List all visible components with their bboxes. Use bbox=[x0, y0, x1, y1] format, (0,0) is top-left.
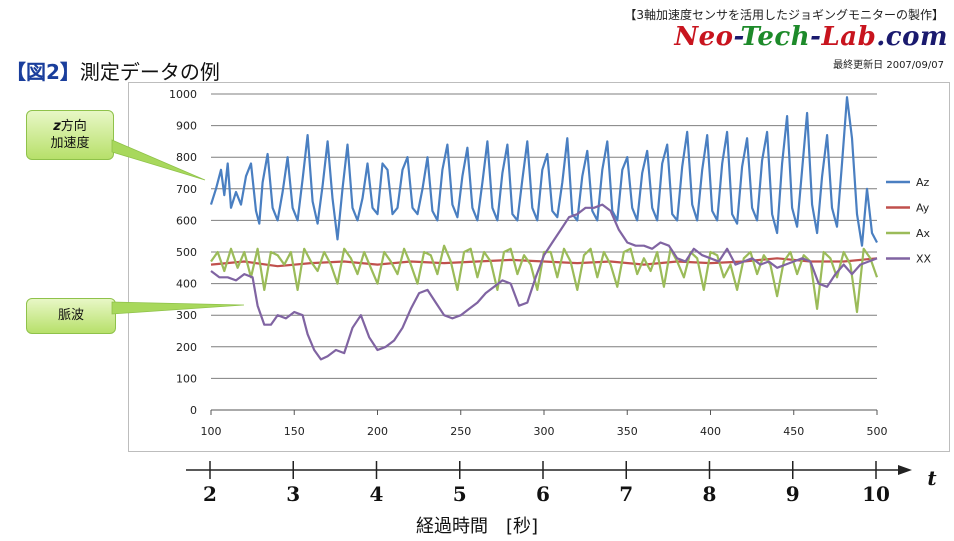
y-tick-label: 100 bbox=[176, 372, 197, 385]
callout-z-acceleration-line1: z方向 bbox=[27, 118, 113, 135]
y-tick-label: 900 bbox=[176, 120, 197, 133]
time-tick-label: 4 bbox=[370, 482, 384, 506]
elapsed-time-title: 経過時間 [秒] bbox=[415, 516, 539, 537]
figure-tag: 【図2】 bbox=[6, 60, 80, 84]
y-tick-label: 300 bbox=[176, 309, 197, 322]
legend-label-Az: Az bbox=[916, 176, 930, 189]
x-tick-label: 100 bbox=[201, 425, 222, 438]
last-updated: 最終更新日 2007/09/07 bbox=[833, 60, 944, 71]
x-tick-label: 250 bbox=[450, 425, 471, 438]
callout-z-symbol: z bbox=[53, 119, 61, 134]
legend-label-XX: XX bbox=[916, 253, 932, 266]
callout-z-direction: 方向 bbox=[60, 119, 87, 134]
elapsed-time-axis: 2 3 4 5 6 7 8 9 10 t bbox=[186, 461, 937, 506]
x-tick-label: 400 bbox=[700, 425, 721, 438]
y-tick-label: 700 bbox=[176, 183, 197, 196]
time-tick-label: 9 bbox=[786, 482, 800, 506]
time-tick-label: 2 bbox=[203, 482, 217, 506]
x-tick-label: 500 bbox=[867, 425, 888, 438]
y-tick-label: 200 bbox=[176, 341, 197, 354]
callout-z-acceleration-line2: 加速度 bbox=[50, 136, 90, 151]
y-tick-label: 0 bbox=[190, 404, 197, 417]
x-tick-label: 300 bbox=[534, 425, 555, 438]
legend-label-Ax: Ax bbox=[916, 227, 931, 240]
series-line-XX bbox=[210, 203, 878, 361]
y-tick-label: 600 bbox=[176, 214, 197, 227]
time-tick-label: 10 bbox=[862, 482, 890, 506]
figure-title-text: 測定データの例 bbox=[79, 60, 220, 84]
site-logo-tech: Tech bbox=[740, 22, 811, 52]
x-tick-label: 150 bbox=[284, 425, 305, 438]
time-tick-label: 5 bbox=[453, 482, 467, 506]
site-logo-com: .com bbox=[876, 22, 948, 52]
time-tick-label: 6 bbox=[536, 482, 550, 506]
x-tick-label: 450 bbox=[783, 425, 804, 438]
site-logo-neo: Neo bbox=[674, 22, 734, 52]
time-tick-label: 7 bbox=[619, 482, 633, 506]
header-subtitle: 【3軸加速度センサを活用したジョギングモニターの製作】 bbox=[624, 8, 944, 22]
site-logo-dash-1: - bbox=[733, 22, 741, 52]
time-axis-symbol: t bbox=[927, 466, 937, 490]
y-tick-label: 400 bbox=[176, 278, 197, 291]
time-tick-label: 3 bbox=[286, 482, 300, 506]
callout-pulse: 脈波 bbox=[26, 298, 116, 334]
series-line-Ax bbox=[210, 244, 879, 314]
figure-title: 【図2】測定データの例 bbox=[6, 56, 220, 85]
y-tick-label: 1000 bbox=[169, 88, 197, 101]
y-tick-label: 500 bbox=[176, 246, 197, 259]
time-axis-arrowhead bbox=[898, 465, 912, 475]
legend-label-Ay: Ay bbox=[916, 202, 930, 215]
series-line-Az bbox=[209, 96, 878, 247]
time-tick-label: 8 bbox=[703, 482, 717, 506]
site-logo[interactable]: Neo-Tech-Lab.com bbox=[674, 22, 948, 52]
x-tick-label: 350 bbox=[617, 425, 638, 438]
callout-z-acceleration: z方向 加速度 bbox=[26, 110, 114, 160]
site-logo-dash-2: - bbox=[810, 22, 822, 52]
x-tick-label: 200 bbox=[367, 425, 388, 438]
site-logo-lab: Lab bbox=[821, 22, 877, 52]
y-tick-label: 800 bbox=[176, 151, 197, 164]
